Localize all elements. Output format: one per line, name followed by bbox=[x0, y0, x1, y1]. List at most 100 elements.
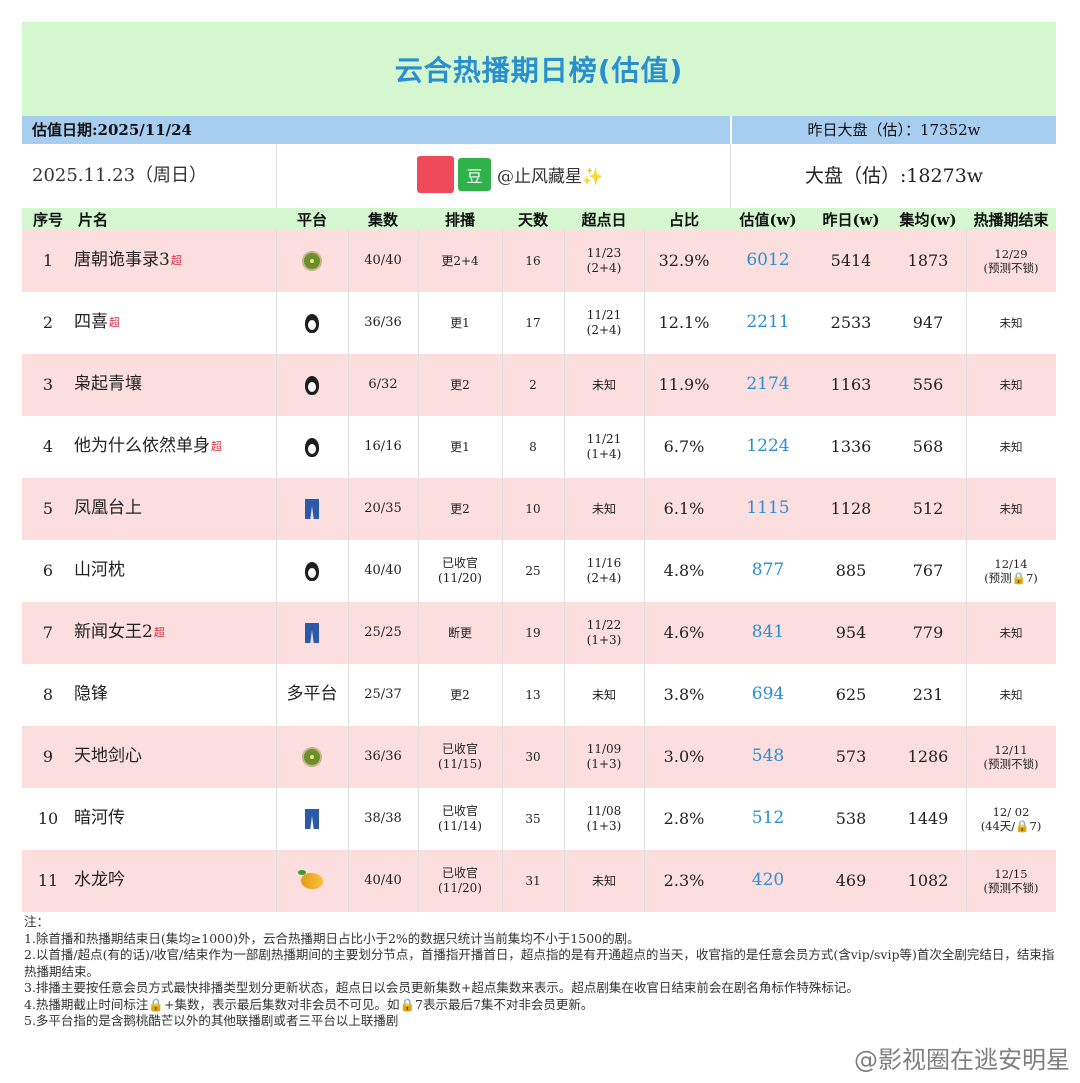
share-cell: 2.8% bbox=[663, 809, 705, 828]
avg-cell: 1082 bbox=[907, 871, 949, 890]
date-bar: 估值日期:2025/11/24 昨日大盘（估）：17352w bbox=[22, 116, 1056, 144]
super-day-cell-line: 未知 bbox=[591, 501, 616, 516]
rank-cell: 4 bbox=[42, 437, 54, 456]
drama-title: 凤凰台上 bbox=[74, 498, 142, 519]
episodes-cell: 40/40 bbox=[364, 872, 402, 888]
episodes-cell: 40/40 bbox=[364, 252, 402, 268]
super-mark: 超 bbox=[109, 316, 120, 330]
episodes-cell: 40/40 bbox=[364, 562, 402, 578]
penguin-icon bbox=[305, 561, 319, 581]
rank-cell: 10 bbox=[37, 809, 59, 828]
schedule-cell-line: 更2 bbox=[450, 687, 470, 702]
table-row: 11 水龙吟 40/40 已收官 (11/20) 31 未知 2.3% 420 469 1082 12… bbox=[22, 850, 1056, 912]
schedule-cell-line: 已收官 bbox=[441, 556, 478, 570]
days-cell: 19 bbox=[525, 625, 541, 640]
super-day-cell: 11/21 (1+4) bbox=[564, 416, 644, 478]
share-cell: 12.1% bbox=[658, 313, 710, 332]
table-row: 10 暗河传 38/38 已收官 (11/14) 35 11/08 (1+3) 2.8% 512 5… bbox=[22, 788, 1056, 850]
table-header: 序号 片名 平台 集数 排播 天数 超点日 占比 估值(w) 昨日(w) 集均(w) 热播期结束 bbox=[22, 208, 1056, 230]
column-divider bbox=[348, 540, 349, 602]
schedule-cell-line: 已收官 bbox=[441, 742, 478, 756]
jeans-icon bbox=[305, 809, 319, 829]
note-line: 4.热播期截止时间标注🔒+集数，表示最后集数对非会员不可见。如🔒7表示最后7集不… bbox=[24, 996, 594, 1012]
rank-cell: 9 bbox=[42, 747, 54, 766]
rank-cell: 7 bbox=[42, 623, 54, 642]
info-divider bbox=[276, 144, 277, 208]
column-divider bbox=[348, 602, 349, 664]
column-divider bbox=[348, 850, 349, 912]
note-line: 注： bbox=[24, 914, 50, 929]
end-cell: 未知 bbox=[966, 416, 1056, 478]
table-row: 4 他为什么依然单身超 16/16 更1 8 11/21 (1+4) 6.7% 1224 1336… bbox=[22, 416, 1056, 478]
super-day-cell-line: (1+3) bbox=[586, 819, 622, 833]
super-day-cell-line: 11/09 bbox=[586, 742, 622, 756]
yesterday-cell: 573 bbox=[835, 747, 867, 766]
avg-cell: 1449 bbox=[907, 809, 949, 828]
end-cell-line: 未知 bbox=[999, 687, 1023, 702]
value-cell: 841 bbox=[751, 622, 785, 643]
drama-title: 他为什么依然单身 bbox=[74, 436, 210, 457]
header-cell: 天数 bbox=[517, 210, 548, 229]
title-cell: 山河枕 bbox=[74, 540, 276, 602]
schedule-cell: 更2 bbox=[418, 478, 502, 540]
page-title: 云合热播期日榜(估值) bbox=[394, 54, 684, 87]
yesterday-cell: 1128 bbox=[830, 499, 872, 518]
title-cell: 四喜超 bbox=[74, 292, 276, 354]
column-divider bbox=[348, 354, 349, 416]
schedule-cell: 已收官 (11/15) bbox=[418, 726, 502, 788]
table-row: 2 四喜超 36/36 更1 17 11/21 (2+4) 12.1% 2211 2533 947 未… bbox=[22, 292, 1056, 354]
source-handle: @止风藏星✨ bbox=[497, 167, 604, 187]
column-divider bbox=[644, 292, 645, 354]
drama-title: 四喜 bbox=[74, 312, 108, 333]
footnotes: 注： 1.除首播和热播期结束日(集均≥1000)外，云合热播期日占比小于2%的数据… bbox=[22, 914, 1056, 1062]
column-divider bbox=[276, 416, 277, 478]
column-divider bbox=[418, 850, 419, 912]
column-divider bbox=[276, 602, 277, 664]
column-divider bbox=[418, 664, 419, 726]
value-cell: 877 bbox=[751, 560, 785, 581]
episodes-cell: 36/36 bbox=[364, 314, 402, 330]
column-divider bbox=[644, 726, 645, 788]
column-divider bbox=[276, 292, 277, 354]
column-divider bbox=[418, 292, 419, 354]
column-divider bbox=[276, 540, 277, 602]
header-cell: 集数 bbox=[367, 210, 398, 229]
episodes-cell: 38/38 bbox=[364, 810, 402, 826]
column-divider bbox=[966, 788, 967, 850]
days-cell: 13 bbox=[525, 687, 541, 702]
super-day-cell-line: (2+4) bbox=[586, 261, 622, 275]
drama-title: 山河枕 bbox=[74, 560, 125, 581]
yesterday-cell: 538 bbox=[835, 809, 867, 828]
schedule-cell: 更2 bbox=[418, 664, 502, 726]
super-day-cell-line: 11/16 bbox=[586, 556, 622, 570]
column-divider bbox=[348, 292, 349, 354]
schedule-cell-line: 更2 bbox=[450, 501, 470, 516]
penguin-icon bbox=[305, 375, 319, 395]
penguin-icon bbox=[305, 313, 319, 333]
table-row: 6 山河枕 40/40 已收官 (11/20) 25 11/16 (2+4) 4.8% 877 88… bbox=[22, 540, 1056, 602]
column-divider bbox=[276, 726, 277, 788]
end-cell: 未知 bbox=[966, 292, 1056, 354]
column-divider bbox=[564, 664, 565, 726]
days-cell: 2 bbox=[529, 377, 537, 392]
super-day-cell-line: (2+4) bbox=[586, 323, 622, 337]
avg-cell: 231 bbox=[912, 685, 944, 704]
schedule-cell-line: (11/20) bbox=[438, 881, 482, 895]
column-divider bbox=[564, 602, 565, 664]
column-divider bbox=[966, 664, 967, 726]
column-divider bbox=[502, 726, 503, 788]
table-row: 9 天地剑心 36/36 已收官 (11/15) 30 11/09 (1+3) 3.0% 548 5… bbox=[22, 726, 1056, 788]
platform-cell bbox=[276, 850, 348, 912]
super-mark: 超 bbox=[211, 440, 222, 454]
episodes-cell: 6/32 bbox=[368, 376, 398, 392]
super-day-cell-line: (1+3) bbox=[586, 757, 622, 771]
episodes-cell: 16/16 bbox=[364, 438, 402, 454]
platform-cell bbox=[276, 416, 348, 478]
avg-cell: 1873 bbox=[907, 251, 949, 270]
column-divider bbox=[276, 850, 277, 912]
end-cell-line: 未知 bbox=[999, 439, 1023, 454]
table-row: 1 唐朝诡事录3 超 40/40 更2+4 16 11/23 (2+4) 32.9% 6012 54… bbox=[22, 230, 1056, 292]
column-divider bbox=[276, 664, 277, 726]
rank-cell: 6 bbox=[42, 561, 54, 580]
yesterday-cell: 469 bbox=[835, 871, 867, 890]
